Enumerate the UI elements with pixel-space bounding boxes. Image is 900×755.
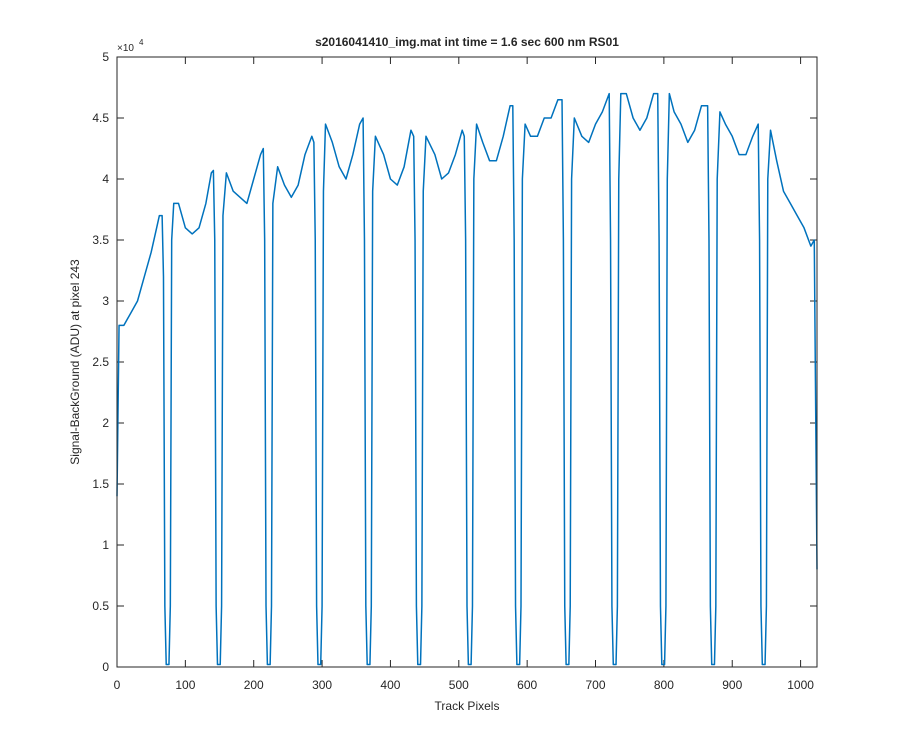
- x-tick-label: 700: [586, 678, 606, 692]
- x-tick-label: 800: [654, 678, 674, 692]
- x-axis-label: Track Pixels: [435, 699, 500, 713]
- y-tick-label: 4.5: [92, 111, 109, 125]
- x-tick-label: 200: [244, 678, 264, 692]
- y-tick-label: 3.5: [92, 233, 109, 247]
- x-tick-label: 900: [722, 678, 742, 692]
- x-tick-label: 500: [449, 678, 469, 692]
- x-tick-label: 400: [380, 678, 400, 692]
- y-tick-label: 2.5: [92, 355, 109, 369]
- y-tick-label: 1.5: [92, 477, 109, 491]
- x-tick-label: 0: [114, 678, 121, 692]
- x-tick-label: 300: [312, 678, 332, 692]
- data-line: [116, 92, 818, 666]
- y-tick-label: 5: [102, 50, 109, 64]
- y-multiplier-exponent: 4: [139, 38, 144, 47]
- y-axis-label: Signal-BackGround (ADU) at pixel 243: [68, 259, 82, 465]
- y-tick-label: 3: [102, 294, 109, 308]
- y-tick-label: 0.5: [92, 599, 109, 613]
- y-tick-label: 0: [102, 660, 109, 674]
- y-tick-label: 4: [102, 172, 109, 186]
- y-multiplier: ×10: [117, 43, 134, 54]
- x-tick-label: 1000: [787, 678, 814, 692]
- x-tick-label: 100: [175, 678, 195, 692]
- chart-title: s2016041410_img.mat int time = 1.6 sec 6…: [315, 35, 619, 49]
- axes-box: [116, 56, 818, 668]
- y-tick-label: 1: [102, 538, 109, 552]
- y-tick-label: 2: [102, 416, 109, 430]
- x-tick-label: 600: [517, 678, 537, 692]
